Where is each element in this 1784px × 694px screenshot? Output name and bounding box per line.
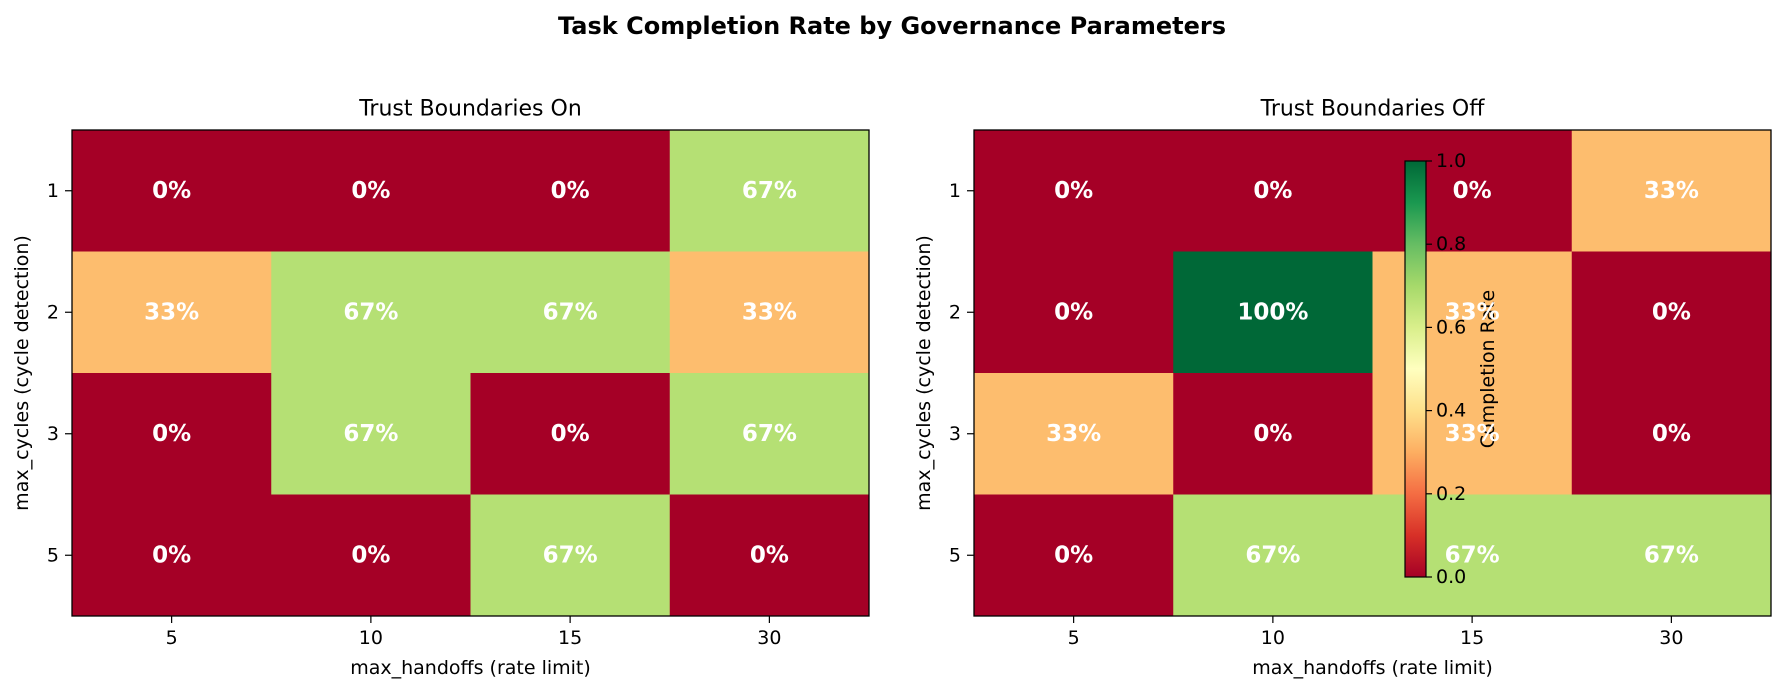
x-tick-label: 10 <box>359 627 383 649</box>
heatmap-cell <box>974 373 1174 495</box>
y-tick-label: 3 <box>47 423 59 445</box>
heatmap-cell <box>72 494 272 617</box>
heatmap-cell <box>271 251 471 374</box>
cell-value-label: 0% <box>1054 299 1093 325</box>
cell-value-label: 67% <box>742 178 797 204</box>
x-tick-label: 30 <box>1659 627 1683 649</box>
cell-value-label: 0% <box>1253 178 1292 204</box>
cell-value-label: 67% <box>1245 542 1300 568</box>
cell-value-label: 0% <box>1652 299 1691 325</box>
y-tick-label: 5 <box>949 544 961 566</box>
colorbar-label: Completion Rate <box>1477 290 1499 448</box>
cell-value-label: 33% <box>1644 178 1699 204</box>
x-axis-label: max_handoffs (rate limit) <box>350 657 591 679</box>
x-tick-label: 5 <box>166 627 178 649</box>
panel-title: Trust Boundaries Off <box>1260 97 1486 122</box>
heatmap-cell <box>72 130 272 252</box>
heatmap-cell <box>1571 130 1772 252</box>
heatmap-cell <box>974 130 1174 252</box>
heatmap-cell <box>470 130 671 252</box>
colorbar-tick-label: 0.2 <box>1436 483 1466 505</box>
cell-value-label: 33% <box>1445 299 1500 325</box>
heatmap-cell <box>1173 130 1373 252</box>
cell-value-label: 67% <box>1445 542 1500 568</box>
heatmap-cell <box>669 494 870 617</box>
x-tick-label: 15 <box>558 627 582 649</box>
heatmap-cell <box>1173 494 1373 617</box>
heatmap-cell <box>1571 494 1772 617</box>
heatmap-cell <box>470 251 671 374</box>
colorbar-tick-label: 0.4 <box>1436 400 1466 422</box>
cell-value-label: 0% <box>351 542 390 568</box>
cell-value-label: 67% <box>543 542 598 568</box>
cell-value-label: 0% <box>1453 178 1492 204</box>
colorbar <box>1404 160 1427 578</box>
x-tick-label: 5 <box>1068 627 1080 649</box>
y-axis-label: max_cycles (cycle detection) <box>11 235 33 511</box>
cell-value-label: 67% <box>1644 542 1699 568</box>
cell-value-label: 0% <box>551 421 590 447</box>
heatmap-cell <box>72 373 272 495</box>
cell-value-label: 100% <box>1237 299 1308 325</box>
cell-value-label: 0% <box>1253 421 1292 447</box>
heatmap-cell <box>72 251 272 374</box>
x-tick-label: 10 <box>1261 627 1285 649</box>
cell-value-label: 67% <box>343 421 398 447</box>
colorbar-tick-label: 1.0 <box>1436 150 1466 172</box>
cell-value-label: 0% <box>1054 178 1093 204</box>
cell-value-label: 0% <box>1054 542 1093 568</box>
cell-value-label: 33% <box>144 299 199 325</box>
y-tick-label: 3 <box>949 423 961 445</box>
colorbar-tick-label: 0.8 <box>1436 233 1466 255</box>
y-tick-label: 2 <box>949 301 961 323</box>
y-tick-label: 1 <box>47 180 59 202</box>
plot-frame <box>973 129 1772 617</box>
cell-value-label: 0% <box>152 421 191 447</box>
x-tick-label: 30 <box>757 627 781 649</box>
heatmap-cell <box>1571 373 1772 495</box>
heatmap-cell <box>271 494 471 617</box>
heatmap-cell <box>1571 251 1772 374</box>
heatmap-cell <box>669 251 870 374</box>
heatmap-cell <box>271 373 471 495</box>
heatmap-cell <box>1173 373 1373 495</box>
heatmap-cell <box>669 373 870 495</box>
y-axis-label: max_cycles (cycle detection) <box>913 235 935 511</box>
cell-value-label: 33% <box>1046 421 1101 447</box>
cell-value-label: 0% <box>152 542 191 568</box>
plot-frame <box>71 129 870 617</box>
heatmap-cell <box>974 494 1174 617</box>
heatmap-cell <box>1173 251 1373 374</box>
heatmap-cell <box>470 494 671 617</box>
cell-value-label: 0% <box>351 178 390 204</box>
colorbar-tick-label: 0.6 <box>1436 316 1466 338</box>
y-tick-label: 1 <box>949 180 961 202</box>
cell-value-label: 0% <box>551 178 590 204</box>
cell-value-label: 0% <box>152 178 191 204</box>
x-axis-label: max_handoffs (rate limit) <box>1252 657 1493 679</box>
y-tick-label: 5 <box>47 544 59 566</box>
heatmap-cell <box>669 130 870 252</box>
cell-value-label: 0% <box>1652 421 1691 447</box>
heatmap-cell <box>470 373 671 495</box>
x-tick-label: 15 <box>1460 627 1484 649</box>
cell-value-label: 33% <box>1445 421 1500 447</box>
cell-value-label: 67% <box>543 299 598 325</box>
cell-value-label: 33% <box>742 299 797 325</box>
panel-title: Trust Boundaries On <box>358 97 582 122</box>
cell-value-label: 67% <box>742 421 797 447</box>
cell-value-label: 0% <box>750 542 789 568</box>
colorbar-tick-label: 0.0 <box>1436 566 1466 588</box>
heatmap-cell <box>271 130 471 252</box>
y-tick-label: 2 <box>47 301 59 323</box>
cell-value-label: 67% <box>343 299 398 325</box>
heatmap-cell <box>974 251 1174 374</box>
figure-title: Task Completion Rate by Governance Param… <box>558 12 1226 40</box>
